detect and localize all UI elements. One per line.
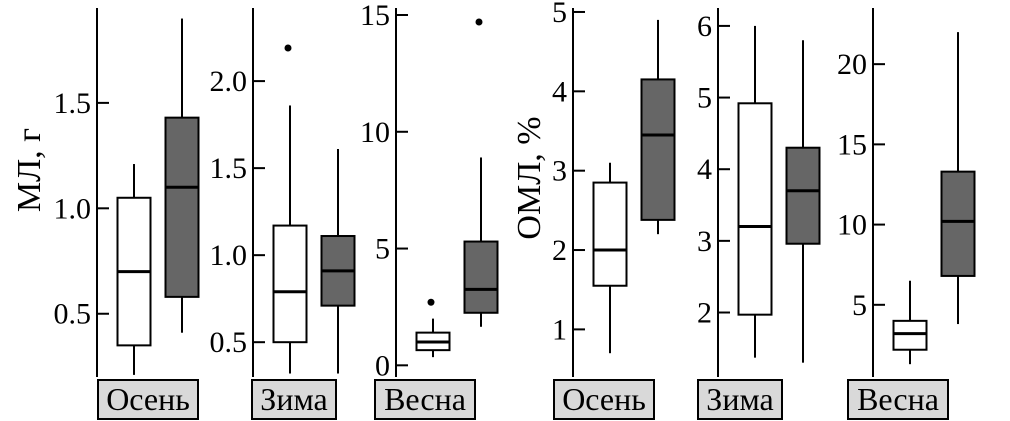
- box-white: [737, 25, 773, 358]
- y-tick-label: 2: [552, 234, 567, 267]
- season-label-background: [97, 379, 199, 420]
- outlier-point: [427, 298, 435, 306]
- y-tick-label: 15: [360, 0, 390, 32]
- season-label-background: [847, 379, 949, 420]
- box-gray: [785, 40, 821, 363]
- y-tick-label: 5: [697, 82, 712, 115]
- season-label-background: [374, 379, 476, 420]
- iqr-box: [785, 146, 821, 245]
- outlier-point: [475, 18, 483, 26]
- iqr-box: [940, 170, 976, 277]
- y-tick-label: 20: [837, 48, 867, 81]
- season-label-box: Весна: [374, 379, 476, 420]
- y-tick-label: 2.0: [210, 65, 248, 98]
- box-white: [272, 44, 308, 374]
- y-tick-label: 1: [552, 313, 567, 346]
- y-tick-label: 0: [375, 349, 390, 382]
- y-tick-label: 1.0: [54, 192, 92, 225]
- iqr-box: [463, 240, 499, 314]
- box-gray: [320, 148, 356, 374]
- panel-2-весна: 5 10 15 20 Весна: [837, 8, 976, 420]
- y-tick-label: 5: [552, 0, 567, 29]
- y-tick-label: 5: [852, 289, 867, 322]
- y-axis-label-1: МЛ, г: [11, 128, 48, 212]
- iqr-box: [272, 224, 308, 344]
- y-tick-label: 0.5: [54, 298, 92, 331]
- y-tick-label: 2: [697, 297, 712, 330]
- panel-2-зима: 2 3 4 5 6 Зима: [697, 8, 821, 420]
- y-tick-label: 1.5: [54, 87, 92, 120]
- iqr-box: [592, 181, 628, 287]
- season-label: Весна: [857, 381, 939, 417]
- y-tick-label: 4: [552, 75, 567, 108]
- season-label-background: [251, 379, 337, 420]
- season-label-box: Весна: [847, 379, 949, 420]
- season-label-background: [697, 379, 783, 420]
- box-gray: [640, 19, 676, 235]
- iqr-box: [164, 116, 200, 298]
- y-tick-label: 4: [697, 153, 712, 186]
- y-tick-label: 1.5: [210, 152, 248, 185]
- box-white: [892, 280, 928, 365]
- y-tick-label: 3: [552, 155, 567, 188]
- panel-1-осень: 0.5 1.0 1.5 Осень: [54, 8, 200, 420]
- y-tick-label: 1.0: [210, 239, 248, 272]
- season-label-box: Зима: [697, 379, 783, 420]
- iqr-box: [892, 319, 928, 351]
- box-white: [415, 298, 451, 358]
- box-gray: [164, 18, 200, 333]
- y-tick-label: 10: [837, 209, 867, 242]
- box-gray: [940, 32, 976, 325]
- y-tick-label: 6: [697, 10, 712, 43]
- outlier-point: [284, 44, 292, 52]
- panel-2-осень: 1 2 3 4 5 Осень: [552, 0, 676, 420]
- season-label-box: Осень: [97, 379, 199, 420]
- y-axis-label-2: ОМЛ, %: [511, 116, 548, 239]
- panel-1-зима: 0.5 1.0 1.5 2.0 Зима: [210, 8, 356, 420]
- season-label-background: [553, 379, 655, 420]
- season-label: Зима: [260, 381, 327, 417]
- season-label: Осень: [562, 381, 646, 417]
- y-tick-label: 10: [360, 116, 390, 149]
- season-label: Весна: [384, 381, 466, 417]
- y-tick-label: 15: [837, 128, 867, 161]
- season-label-box: Осень: [553, 379, 655, 420]
- box-white: [592, 162, 628, 354]
- box-white: [116, 164, 152, 375]
- y-tick-label: 5: [375, 233, 390, 266]
- season-label-box: Зима: [251, 379, 337, 420]
- season-label: Осень: [106, 381, 190, 417]
- box-gray: [463, 18, 499, 327]
- panel-1-весна: 0 5 10 15 Весна: [360, 0, 499, 420]
- season-label: Зима: [706, 381, 773, 417]
- iqr-box: [640, 78, 676, 221]
- y-tick-label: 0.5: [210, 326, 248, 359]
- iqr-box: [737, 102, 773, 316]
- y-tick-label: 3: [697, 225, 712, 258]
